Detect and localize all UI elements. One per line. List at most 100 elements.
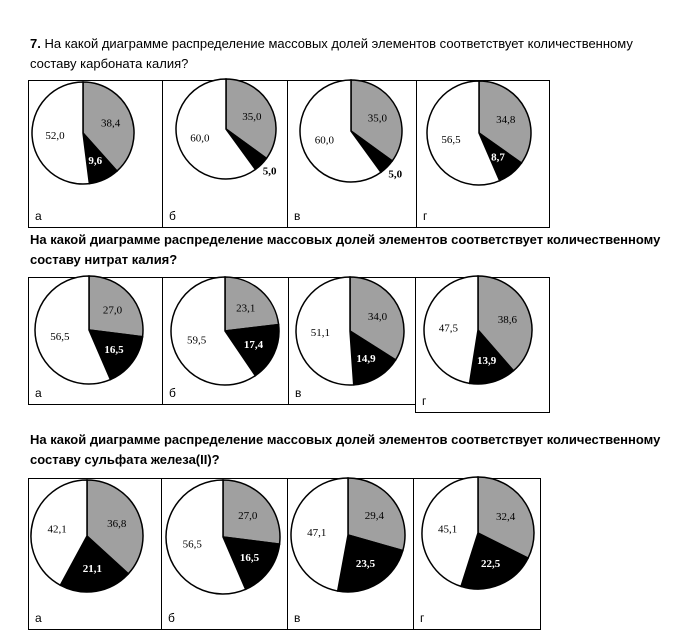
- question-2-title: На какой диаграмме распределение массовы…: [30, 230, 670, 270]
- option-letter: б: [168, 611, 175, 625]
- pie-value-label: 16,5: [104, 344, 124, 356]
- pie-value-label: 60,0: [315, 135, 335, 147]
- pie-value-label: 17,4: [244, 339, 264, 351]
- question-2-text: На какой диаграмме распределение массовы…: [30, 232, 661, 267]
- pie-value-label: 22,5: [481, 558, 501, 570]
- option-letter: г: [420, 611, 425, 625]
- pie-slice: [223, 323, 280, 377]
- pie-value-label: 35,0: [242, 111, 262, 123]
- pie-value-label: 34,8: [496, 114, 516, 126]
- pie-slice: [222, 479, 281, 545]
- pie-slice: [59, 534, 130, 593]
- pie-value-label: 32,4: [496, 511, 516, 523]
- pie-value-label: 8,7: [491, 151, 505, 163]
- diagram-cell-1d: 34,8 8,7 56,5 г: [416, 80, 550, 228]
- pie-slice: [175, 78, 257, 180]
- pie-chart-1a: 38,4 9,6 52,0: [31, 81, 135, 185]
- pie-value-label: 59,5: [187, 335, 207, 347]
- pie-slice: [426, 80, 501, 186]
- pie-value-label: 38,6: [498, 314, 518, 326]
- pie-slice: [460, 531, 530, 590]
- pie-slice: [87, 329, 144, 381]
- option-letter: а: [35, 611, 42, 625]
- diagram-cell-3c: 29,4 23,5 47,1 в: [287, 477, 414, 630]
- diagram-cell-1a: 38,4 9,6 52,0 а: [28, 80, 163, 228]
- question-1-number: 7.: [30, 36, 41, 51]
- pie-value-label: 13,9: [477, 355, 497, 367]
- pie-slice: [423, 275, 479, 385]
- pie-slice: [290, 477, 349, 592]
- option-letter: г: [422, 394, 427, 408]
- pie-slice: [82, 81, 135, 173]
- pie-chart-2c: 34,0 14,9 51,1: [295, 276, 405, 386]
- pie-value-label: 21,1: [83, 563, 102, 575]
- question-1-text: На какой диаграмме распределение массовы…: [30, 36, 633, 71]
- pie-slice: [86, 479, 144, 575]
- pie-slice: [225, 78, 277, 160]
- diagram-cell-3a: 36,8 21,1 42,1 а: [28, 478, 162, 630]
- pie-slice: [295, 276, 355, 386]
- option-letter: б: [169, 209, 176, 223]
- pie-value-label: 52,0: [45, 130, 65, 142]
- pie-slice: [477, 275, 533, 372]
- question-3-title: На какой диаграмме распределение массовы…: [30, 430, 670, 470]
- pie-value-label: 47,5: [439, 323, 459, 335]
- pie-value-label: 27,0: [103, 304, 123, 316]
- pie-slice: [299, 79, 383, 183]
- pie-slice: [221, 536, 281, 591]
- pie-slice: [88, 275, 144, 338]
- pie-chart-1c: 35,0 5,0 60,0: [299, 79, 403, 183]
- pie-value-label: 23,1: [236, 303, 255, 315]
- pie-value-label: 45,1: [438, 523, 457, 535]
- pie-value-label: 34,0: [368, 311, 388, 323]
- pie-value-label: 36,8: [107, 518, 127, 530]
- pie-value-label: 29,4: [365, 510, 385, 522]
- pie-value-label: 16,5: [240, 552, 260, 564]
- option-letter: в: [294, 209, 301, 223]
- pie-chart-2a: 27,0 16,5 56,5: [34, 275, 144, 385]
- pie-value-label: 42,1: [48, 523, 67, 535]
- pie-slice: [31, 81, 91, 185]
- pie-value-label: 56,5: [441, 134, 461, 146]
- pie-value-label: 9,6: [88, 155, 102, 167]
- pie-chart-1d: 34,8 8,7 56,5: [426, 80, 532, 186]
- pie-value-label: 38,4: [101, 117, 121, 129]
- pie-value-label: 47,1: [307, 527, 326, 539]
- question-1-title: 7. На какой диаграмме распределение масс…: [30, 34, 670, 74]
- pie-chart-2d: 38,6 13,9 47,5: [423, 275, 533, 385]
- pie-slice: [350, 79, 403, 163]
- pie-chart-3b: 27,0 16,5 56,5: [165, 479, 281, 595]
- diagram-cell-1b: 35,0 5,0 60,0 б: [162, 78, 288, 228]
- pie-chart-3d: 32,4 22,5 45,1: [421, 476, 535, 590]
- pie-value-label: 35,0: [368, 113, 388, 125]
- pie-value-label: 5,0: [263, 166, 277, 178]
- option-letter: б: [169, 386, 176, 400]
- option-letter: а: [35, 209, 42, 223]
- option-letter: а: [35, 386, 42, 400]
- diagram-cell-3b: 27,0 16,5 56,5 б: [161, 478, 288, 630]
- pie-chart-3c: 29,4 23,5 47,1: [290, 477, 406, 593]
- pie-value-label: 51,1: [311, 327, 330, 339]
- pie-slice: [30, 479, 88, 587]
- diagram-cell-2d: 38,6 13,9 47,5 г: [415, 275, 550, 413]
- pie-chart-1b: 35,0 5,0 60,0: [175, 78, 277, 180]
- pie-chart-2b: 23,1 17,4 59,5: [170, 276, 280, 386]
- pie-value-label: 27,0: [238, 510, 258, 522]
- pie-slice: [165, 479, 247, 595]
- pie-slice: [224, 276, 280, 332]
- pie-slice: [421, 476, 479, 588]
- pie-slice: [170, 276, 257, 386]
- pie-value-label: 60,0: [190, 132, 210, 144]
- pie-slice: [347, 477, 406, 552]
- pie-slice: [349, 329, 397, 386]
- question-3-text: На какой диаграмме распределение массовы…: [30, 432, 661, 467]
- pie-chart-3a: 36,8 21,1 42,1: [30, 479, 144, 593]
- pie-value-label: 56,5: [50, 331, 70, 343]
- diagram-cell-2a: 27,0 16,5 56,5 а: [28, 275, 163, 405]
- diagram-cell-3d: 32,4 22,5 45,1 г: [413, 476, 541, 630]
- diagram-cell-1c: 35,0 5,0 60,0 в: [287, 79, 417, 228]
- option-letter: в: [295, 386, 302, 400]
- pie-value-label: 5,0: [388, 168, 402, 180]
- option-letter: в: [294, 611, 301, 625]
- diagram-cell-2c: 34,0 14,9 51,1 в: [288, 276, 416, 405]
